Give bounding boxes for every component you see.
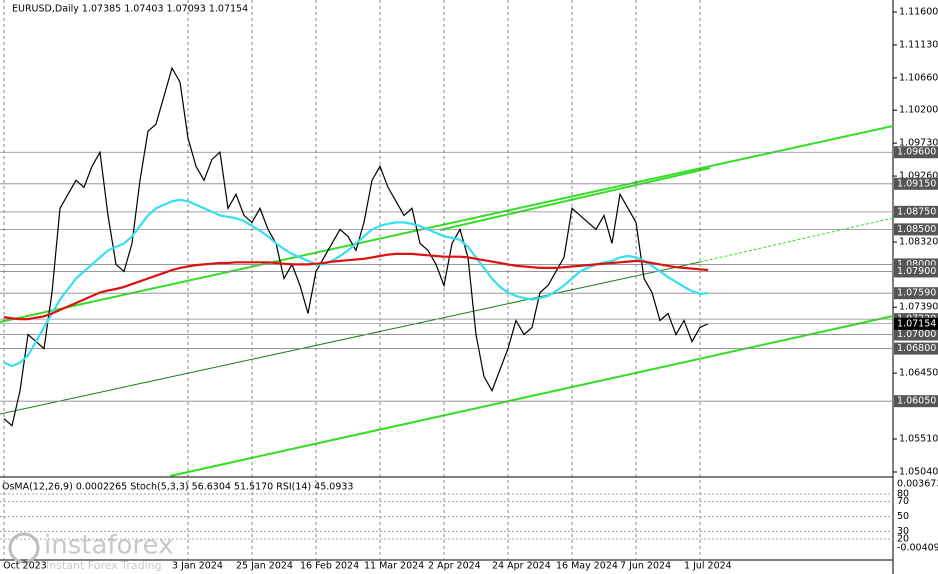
level-label: 1.07000 [897, 329, 936, 340]
series-line [3, 66, 709, 427]
channel-line [699, 217, 894, 263]
channel-line [439, 167, 711, 231]
channel-line [0, 261, 701, 415]
x-tick-label: 1 Jul 2024 [684, 561, 732, 572]
x-tick-label: 24 Apr 2024 [492, 561, 551, 572]
watermark: instaforex Instant Forex Trading [8, 531, 173, 572]
y-tick-label: 1.09730 [899, 138, 938, 149]
level-label: 1.06800 [897, 343, 936, 354]
indicator-bottom: -0.0040935 [897, 543, 938, 554]
y-tick-label: 1.10200 [899, 105, 938, 116]
x-tick-label: 25 Oct 2023 [0, 561, 47, 572]
y-tick-label: 1.09260 [899, 171, 938, 182]
tagline: Instant Forex Trading [46, 559, 162, 572]
y-tick-label: 1.05510 [899, 434, 938, 445]
indicator-level-label: 70 [897, 496, 909, 507]
y-tick-label: 1.11130 [899, 39, 938, 50]
channel-line [169, 315, 894, 477]
level-box [894, 223, 938, 236]
level-label: 1.06050 [897, 396, 936, 407]
x-tick-label: 2 Apr 2024 [428, 561, 481, 572]
y-tick-label: 1.06450 [899, 368, 938, 379]
symbol-header: EURUSD,Daily 1.07385 1.07403 1.07093 1.0… [12, 4, 248, 15]
indicator-top: 0.0036735 [897, 479, 938, 490]
brand: instaforex [44, 531, 173, 561]
x-tick-label: 16 May 2024 [556, 561, 618, 572]
level-label: 1.08750 [897, 206, 936, 217]
level-box [894, 265, 938, 278]
y-tick-label: 1.05040 [899, 467, 938, 478]
y-tick-label: 1.07390 [899, 302, 938, 313]
y-tick-label: 1.10660 [899, 72, 938, 83]
channel-line [0, 125, 894, 323]
level-label: 1.08000 [897, 259, 936, 270]
indicator-level-label: 30 [897, 526, 909, 537]
y-tick-label: 1.08320 [899, 236, 938, 247]
trend-channel [0, 125, 894, 477]
logo-icon [8, 532, 40, 564]
level-box [894, 395, 938, 408]
level-label: 1.09600 [897, 147, 936, 158]
level-box [894, 177, 938, 190]
series-line [3, 198, 709, 368]
indicator-level-label: 50 [897, 511, 909, 522]
level-box [894, 328, 938, 341]
level-label: 1.07900 [897, 266, 936, 277]
x-tick-label: 16 Feb 2024 [300, 561, 359, 572]
x-tick-label: 3 Jan 2024 [172, 561, 223, 572]
level-box [894, 205, 938, 218]
indicator-title: OsMA(12,26,9) 0.0002265 Stoch(5,3,3) 56.… [2, 482, 353, 493]
current-price-label: 1.07154 [897, 318, 936, 329]
indicator-level-label: 80 [897, 489, 909, 500]
level-box [894, 146, 938, 159]
level-box [894, 287, 938, 300]
y-tick-label: 1.11600 [899, 6, 938, 17]
series-line [3, 252, 709, 321]
level-box [894, 342, 938, 355]
x-tick-label: 7 Jun 2024 [620, 561, 671, 572]
indicator-level-label: 20 [897, 534, 909, 545]
level-label: 1.09150 [897, 178, 936, 189]
x-tick-label: 25 Jan 2024 [236, 561, 293, 572]
current-price-box [894, 317, 938, 330]
level-label: 1.08500 [897, 224, 936, 235]
level-label: 1.07590 [897, 288, 936, 299]
x-tick-label: 11 Mar 2024 [364, 561, 424, 572]
